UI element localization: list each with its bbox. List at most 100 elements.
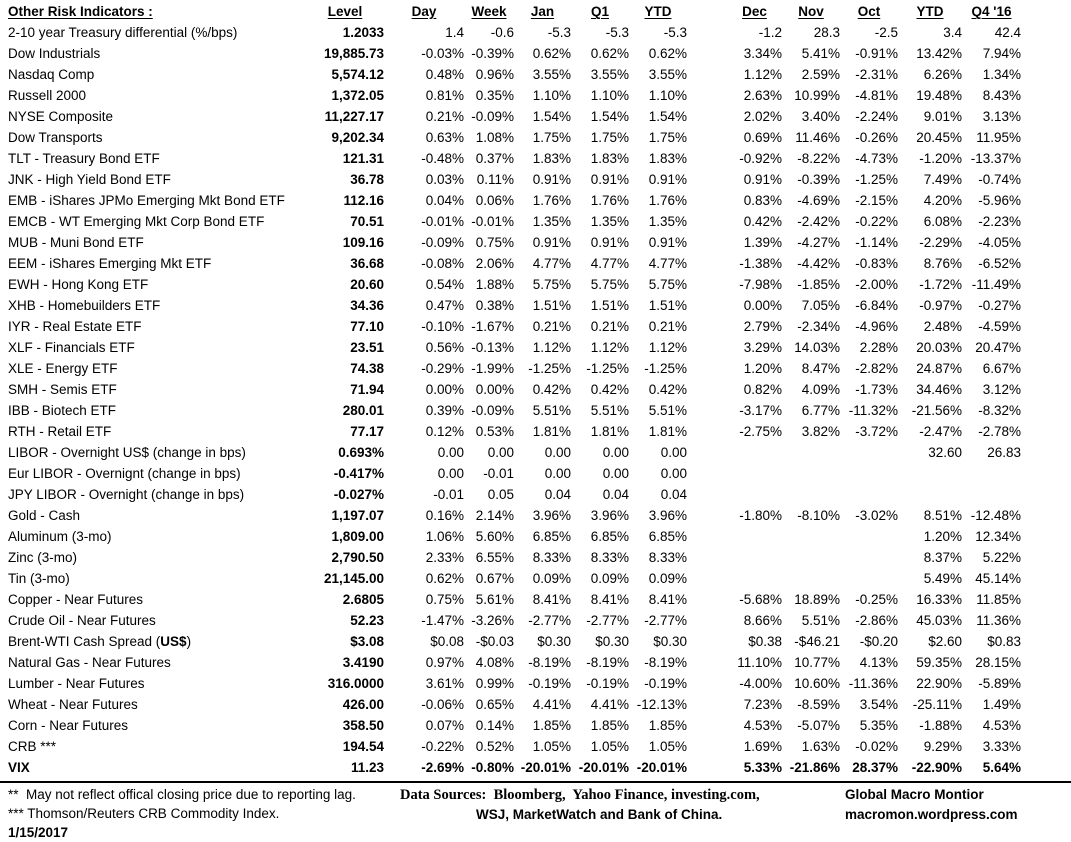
column-gap bbox=[687, 64, 727, 85]
cell-oct bbox=[840, 547, 898, 568]
table-row: TLT - Treasury Bond ETF 121.31 -0.48% 0.37%… bbox=[0, 148, 1071, 169]
table-row: Natural Gas - Near Futures 3.4190 0.97% 4.0… bbox=[0, 652, 1071, 673]
row-label: Tin (3-mo) bbox=[8, 571, 70, 586]
cell-dec: 0.91% bbox=[743, 172, 782, 187]
cell-oct: -$0.20 bbox=[859, 634, 898, 649]
cell-q1: 0.21% bbox=[590, 319, 629, 334]
cell-dec: 2.02% bbox=[743, 109, 782, 124]
cell-ytd2: 2.48% bbox=[923, 319, 962, 334]
cell-dec: -4.00% bbox=[739, 676, 782, 691]
row-label: Nasdaq Comp bbox=[8, 67, 95, 82]
cell-week: 0.38% bbox=[475, 298, 514, 313]
table-row: Russell 2000 1,372.05 0.81% 0.35% 1.10% 1.10%… bbox=[0, 85, 1071, 106]
cell-level: 19,885.73 bbox=[323, 46, 384, 61]
cell-level: -0.027% bbox=[333, 487, 384, 502]
row-label: Russell 2000 bbox=[8, 88, 87, 103]
cell-ytd2 bbox=[898, 463, 962, 484]
cell-ytd2: 24.87% bbox=[916, 361, 962, 376]
cell-dec: -2.75% bbox=[739, 424, 782, 439]
cell-q1: 1.54% bbox=[590, 109, 629, 124]
cell-jan: 1.10% bbox=[532, 88, 571, 103]
column-gap bbox=[687, 337, 727, 358]
cell-level: 1.2033 bbox=[342, 25, 384, 40]
cell-ytd: 0.62% bbox=[648, 46, 687, 61]
cell-q4: $0.83 bbox=[987, 634, 1021, 649]
cell-ytd2: -2.29% bbox=[919, 235, 962, 250]
row-label: Copper - Near Futures bbox=[8, 592, 144, 607]
table-row: Dow Transports 9,202.34 0.63% 1.08% 1.75% 1.7… bbox=[0, 127, 1071, 148]
cell-week: -1.67% bbox=[471, 319, 514, 334]
cell-day: 0.21% bbox=[425, 109, 464, 124]
data-sources: Data Sources: Bloomberg, Yahoo Finance, … bbox=[400, 785, 760, 825]
cell-level: 9,202.34 bbox=[331, 130, 384, 145]
row-label: XLE - Energy ETF bbox=[8, 361, 118, 376]
cell-week: 2.14% bbox=[475, 508, 514, 523]
cell-q1: 0.09% bbox=[590, 571, 629, 586]
cell-day: -0.22% bbox=[421, 739, 464, 754]
cell-dec: 1.20% bbox=[743, 361, 782, 376]
row-label: JPY LIBOR - Overnight (change in bps) bbox=[8, 487, 245, 502]
cell-level: 1,809.00 bbox=[331, 529, 384, 544]
cell-day: 0.62% bbox=[425, 571, 464, 586]
cell-level: 23.51 bbox=[350, 340, 384, 355]
column-header: YTD bbox=[916, 4, 944, 19]
column-gap bbox=[687, 232, 727, 253]
row-label: EEM - iShares Emerging Mkt ETF bbox=[8, 256, 212, 271]
cell-level: 21,145.00 bbox=[323, 571, 384, 586]
cell-dec: 0.82% bbox=[743, 382, 782, 397]
cell-q1: 4.41% bbox=[590, 697, 629, 712]
cell-week: -3.26% bbox=[471, 613, 514, 628]
cell-q4: 11.95% bbox=[976, 130, 1021, 145]
cell-ytd: 0.09% bbox=[648, 571, 687, 586]
cell-day: 1.06% bbox=[425, 529, 464, 544]
cell-week: 1.08% bbox=[475, 130, 514, 145]
cell-nov: -0.39% bbox=[797, 172, 840, 187]
table-row: VIX 11.23 -2.69% -0.80% -20.01% -20.01% -20.01… bbox=[0, 757, 1071, 778]
cell-q4 bbox=[962, 463, 1021, 484]
column-gap bbox=[687, 652, 727, 673]
table-row: EWH - Hong Kong ETF 20.60 0.54% 1.88% 5.75% 5… bbox=[0, 274, 1071, 295]
cell-day: 0.54% bbox=[425, 277, 464, 292]
cell-ytd2: 32.60 bbox=[928, 445, 962, 460]
cell-ytd2: 59.35% bbox=[916, 655, 962, 670]
cell-oct: -2.5 bbox=[874, 25, 898, 40]
cell-q4: 28.15% bbox=[975, 655, 1021, 670]
cell-jan: 1.05% bbox=[532, 739, 571, 754]
cell-ytd2: 6.26% bbox=[923, 67, 962, 82]
cell-q1: 0.91% bbox=[590, 172, 629, 187]
cell-week: -0.01 bbox=[483, 466, 514, 481]
table-row: Brent-WTI Cash Spread (US$) $3.08 $0.08 -$0… bbox=[0, 631, 1071, 652]
cell-level: 34.36 bbox=[350, 298, 384, 313]
cell-ytd: 8.41% bbox=[648, 592, 687, 607]
cell-ytd: 0.04 bbox=[660, 487, 687, 502]
cell-jan: 1.75% bbox=[532, 130, 571, 145]
cell-nov: 1.63% bbox=[801, 739, 840, 754]
column-gap bbox=[687, 43, 727, 64]
cell-level: 2.6805 bbox=[342, 592, 384, 607]
column-gap bbox=[687, 148, 727, 169]
column-gap bbox=[687, 505, 727, 526]
cell-nov bbox=[782, 442, 840, 463]
cell-level: 1,372.05 bbox=[331, 88, 384, 103]
cell-ytd: 1.76% bbox=[648, 193, 687, 208]
cell-jan: 1.85% bbox=[532, 718, 571, 733]
footnotes: ** May not reflect offical closing price… bbox=[8, 785, 356, 842]
cell-day: -0.10% bbox=[421, 319, 464, 334]
cell-q4: -13.37% bbox=[970, 151, 1021, 166]
cell-nov: 10.77% bbox=[794, 655, 840, 670]
cell-oct: -1.14% bbox=[855, 235, 898, 250]
cell-ytd2: 9.29% bbox=[923, 739, 962, 754]
cell-q4: 26.83 bbox=[987, 445, 1021, 460]
row-label: EMCB - WT Emerging Mkt Corp Bond ETF bbox=[8, 214, 265, 229]
row-label: Wheat - Near Futures bbox=[8, 697, 138, 712]
cell-jan: 1.51% bbox=[532, 298, 571, 313]
cell-day: -0.01% bbox=[421, 214, 464, 229]
cell-q1: 1.83% bbox=[590, 151, 629, 166]
cell-nov: 7.05% bbox=[801, 298, 840, 313]
column-gap bbox=[687, 736, 727, 757]
cell-q1: 6.85% bbox=[590, 529, 629, 544]
cell-jan: $0.30 bbox=[537, 634, 571, 649]
cell-q1: 0.00 bbox=[602, 445, 629, 460]
cell-nov: 3.40% bbox=[801, 109, 840, 124]
cell-q1: 8.41% bbox=[590, 592, 629, 607]
